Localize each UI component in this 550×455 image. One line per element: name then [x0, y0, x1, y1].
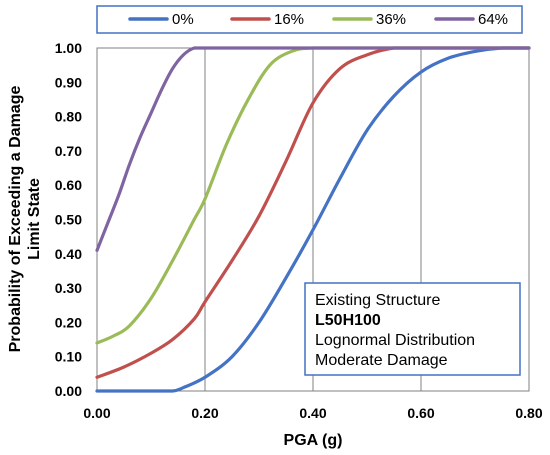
y-axis-title: Probability of Exceeding a Damage Limit …: [7, 86, 43, 353]
annotation-line-4: Moderate Damage: [315, 352, 448, 369]
y-axis-title-line-1: Probability of Exceeding a Damage: [7, 86, 24, 353]
legend-label-0: 0%: [172, 11, 194, 28]
y-tick-label-0: 0.00: [55, 383, 82, 399]
x-axis-title: PGA (g): [284, 432, 343, 449]
x-tick-label-4: 0.80: [515, 405, 542, 421]
series-line-3: [95, 46, 531, 252]
legend: 0% 16% 36% 64%: [128, 11, 508, 28]
annotation-line-2: L50H100: [315, 312, 381, 329]
legend-label-3: 64%: [478, 11, 508, 28]
y-tick-label-4: 0.40: [55, 246, 82, 262]
y-tick-label-2: 0.20: [55, 314, 82, 330]
annotation-box: [304, 282, 521, 376]
y-axis-title-line-2: Limit State: [26, 178, 43, 260]
y-tick-label-3: 0.30: [55, 280, 82, 296]
y-tick-label-1: 0.10: [55, 349, 82, 365]
annotation-line-3: Lognormal Distribution: [315, 332, 475, 349]
x-tick-label-1: 0.20: [191, 405, 218, 421]
y-tick-label-9: 0.90: [55, 74, 82, 90]
series-lines: [95, 46, 531, 393]
legend-label-2: 36%: [376, 11, 406, 28]
x-tick-label-2: 0.40: [299, 405, 326, 421]
y-tick-label-10: 1.00: [55, 40, 82, 56]
y-tick-label-6: 0.60: [55, 177, 82, 193]
y-tick-label-7: 0.70: [55, 143, 82, 159]
x-tick-label-3: 0.60: [407, 405, 434, 421]
legend-label-1: 16%: [274, 11, 304, 28]
x-tick-label-0: 0.00: [83, 405, 110, 421]
y-tick-labels: 0.00 0.10 0.20 0.30 0.40 0.50 0.60 0.70 0.80 0.90…: [55, 40, 82, 399]
series-line-0: [95, 46, 531, 393]
annotation-line-1: Existing Structure: [315, 292, 440, 309]
y-tick-label-5: 0.50: [55, 212, 82, 228]
y-tick-label-8: 0.80: [55, 109, 82, 125]
x-tick-labels: 0.00 0.20 0.40 0.60 0.80: [83, 405, 542, 421]
